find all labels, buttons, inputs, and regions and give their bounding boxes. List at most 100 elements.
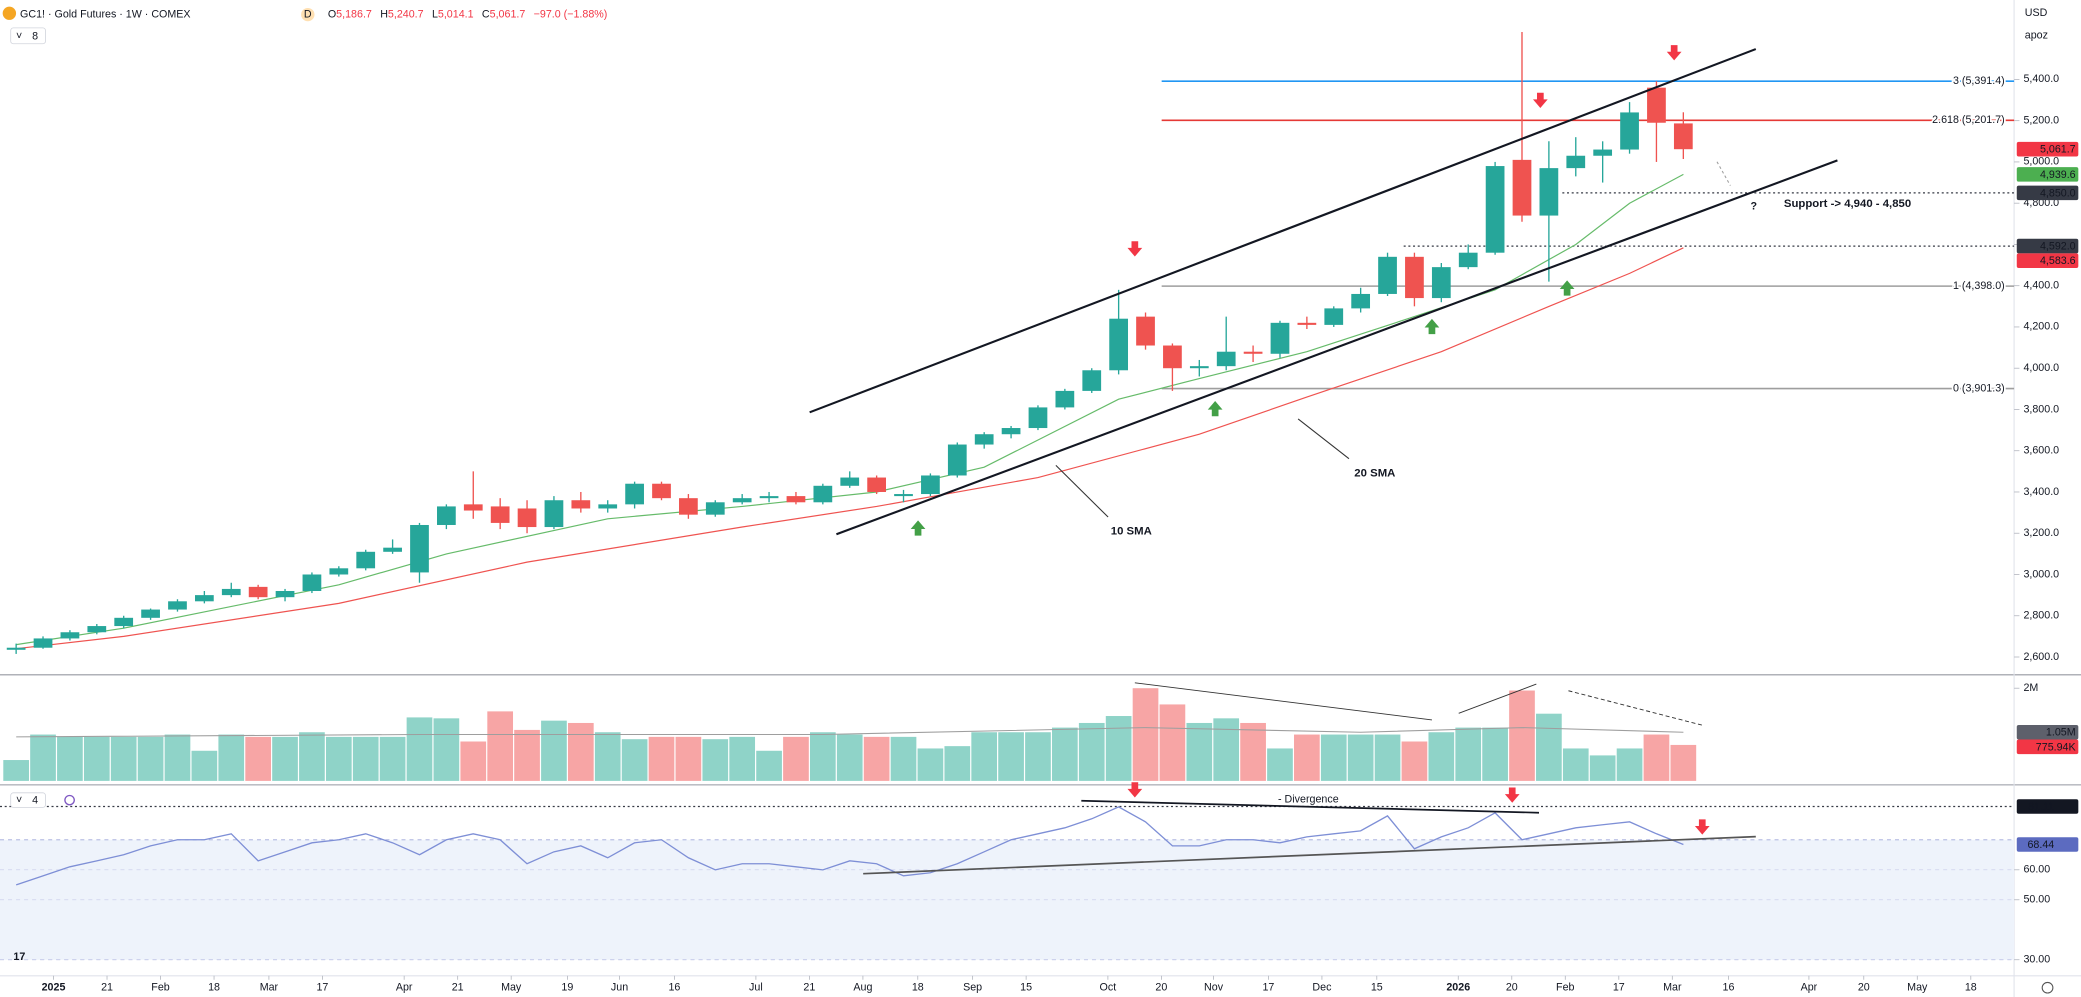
candle-body [302, 574, 322, 591]
candle-body [1405, 256, 1424, 299]
divergence-line [1081, 799, 1540, 814]
volume-bar [245, 736, 271, 781]
candle-body [410, 524, 429, 573]
volume-bar [137, 736, 164, 781]
divergence-note: - Divergence [1278, 793, 1339, 805]
volume-bar [675, 736, 702, 781]
indicators-toggle[interactable] [10, 27, 46, 45]
volume-bar [352, 736, 379, 781]
x-tick-label: Mar [260, 982, 279, 994]
y-tick-label: 2,600.0 [2023, 651, 2059, 663]
volume-bar [191, 750, 218, 781]
volume-bar [1320, 734, 1347, 781]
support-note: Support -> 4,940 - 4,850 [1784, 198, 1911, 210]
settings-icon[interactable] [2041, 981, 2054, 994]
sma20-note: 20 SMA [1354, 467, 1395, 479]
candle-body [1243, 351, 1263, 354]
x-tick-label: 21 [803, 982, 815, 994]
volume-bar [783, 736, 809, 781]
candle-body [490, 506, 510, 523]
ohlc-values: O5,186.7 H5,240.7 L5,014.1 C5,061.7 −97.… [328, 8, 607, 20]
volume-bar [57, 736, 83, 781]
y-tick-label: 3,400.0 [2023, 486, 2059, 498]
x-tick-label: Jul [749, 982, 763, 994]
candle-body [625, 483, 644, 505]
volume-trend [1458, 683, 1537, 714]
price-badge-label: 4,583.6 [2040, 255, 2076, 267]
note-arrow [1716, 161, 1731, 186]
volume-bar [1509, 690, 1535, 781]
x-tick-label: Oct [1100, 982, 1117, 994]
currency[interactable]: USD [2025, 7, 2048, 19]
candle-body [1297, 322, 1317, 325]
volume-bar [1428, 732, 1455, 781]
rsi-settings[interactable] [64, 794, 75, 806]
volume-bar [917, 748, 944, 781]
volume-bar [1401, 741, 1428, 781]
x-tick-label: 15 [1371, 982, 1383, 994]
rsi-toggle[interactable] [10, 792, 46, 808]
x-tick-label: 2025 [42, 982, 66, 994]
x-tick-label: 19 [561, 982, 573, 994]
buy-arrow [1207, 401, 1223, 417]
volume-bar [110, 736, 137, 781]
volume-bar [1105, 716, 1132, 781]
account[interactable]: apoz [2025, 30, 2048, 42]
volume-bar [3, 760, 29, 781]
x-tick-label: Apr [1801, 982, 1818, 994]
volume-bar [1132, 688, 1159, 781]
sma-line [16, 247, 1684, 650]
y-tick-label: 2,800.0 [2023, 610, 2059, 622]
x-tick-label: Dec [1312, 982, 1332, 994]
y-tick-label: 30.00 [2023, 954, 2050, 966]
candle-body [60, 632, 80, 639]
price-badge [2016, 253, 2079, 268]
volume-bar [1186, 722, 1213, 781]
price-badge [2016, 724, 2079, 740]
plot: 2,600.0 2,800.0 3,000.0 3,200.0 3,400.0 3,600… [0, 31, 2079, 994]
y-tick-label: 4,000.0 [2023, 362, 2059, 374]
note-arrow [1055, 464, 1109, 518]
candle-body [1485, 166, 1505, 253]
x-tick-label: 18 [1965, 982, 1977, 994]
x-tick-label: Apr [396, 982, 413, 994]
price-badge-label: 775.94K [2036, 741, 2076, 753]
x-tick-label: Aug [853, 982, 872, 994]
volume-bar [971, 732, 998, 781]
sell-arrow [1532, 92, 1548, 109]
x-tick-label: 20 [1506, 982, 1518, 994]
volume-bar [487, 711, 514, 781]
candle-body [1673, 123, 1693, 150]
volume-trend [1134, 682, 1433, 721]
candle-body [437, 506, 456, 525]
price-badge-label: 1.05M [2046, 727, 2076, 739]
candle-body [1270, 322, 1290, 354]
x-tick-label: May [1907, 982, 1928, 994]
volume-bar [1025, 732, 1051, 781]
volume-bar [594, 732, 621, 781]
rsi-badge [2016, 837, 2079, 852]
volume-bar [1374, 734, 1401, 781]
symbol-icon [2, 6, 17, 20]
market-badge: D [304, 8, 312, 20]
candle-body [947, 444, 967, 476]
rsi-badge-label: 81.11 [2028, 801, 2054, 813]
price-badge-label: 5,061.7 [2040, 144, 2076, 156]
candle-body [194, 595, 214, 602]
candle-body [1458, 252, 1478, 268]
ohlc-value: 5,014.1 [438, 8, 474, 20]
candle-body [1539, 168, 1559, 216]
volume-bar [514, 729, 540, 781]
x-tick-label: 20 [1155, 982, 1167, 994]
candle-body [1028, 407, 1048, 429]
volume-trend [1568, 690, 1703, 726]
rsi-background [0, 839, 2015, 961]
rsi-count: 4 [32, 795, 38, 807]
buy-arrow [1424, 318, 1440, 335]
x-tick-label: May [501, 982, 522, 994]
x-tick-label: 17 [1262, 982, 1274, 994]
price-badge [2016, 739, 2079, 755]
channel-lower [836, 159, 1838, 536]
volume-bar [1616, 748, 1643, 781]
y-tick-label: 60.00 [2023, 864, 2050, 876]
